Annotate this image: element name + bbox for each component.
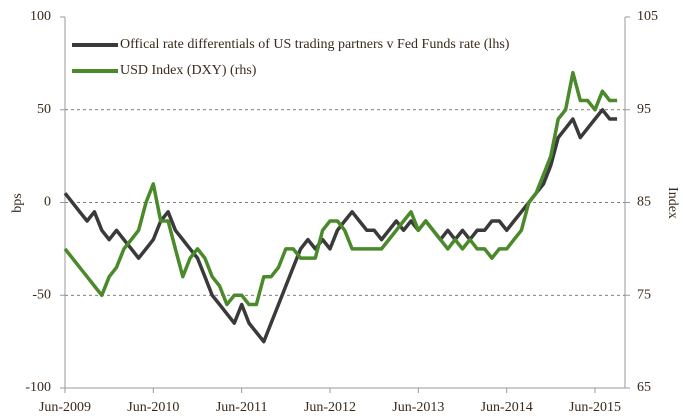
x-tick-label: Jun-2013 xyxy=(392,400,444,415)
x-tick-label: Jun-2014 xyxy=(481,400,533,415)
x-tick-label: Jun-2015 xyxy=(569,400,621,415)
y2-tick-label: 105 xyxy=(637,9,658,24)
legend-label: Offical rate differentials of US trading… xyxy=(120,37,510,52)
y2-axis-label: Index xyxy=(665,187,680,219)
y2-tick-label: 65 xyxy=(637,380,651,395)
x-tick-label: Jun-2012 xyxy=(304,400,356,415)
y2-tick-label: 95 xyxy=(637,102,651,117)
y-axis-label: bps xyxy=(10,193,25,212)
y-tick-label: 50 xyxy=(37,102,51,117)
y2-tick-label: 85 xyxy=(637,195,651,210)
line-series xyxy=(63,70,618,307)
x-tick-label: Jun-2009 xyxy=(39,400,91,415)
y-tick-label: 100 xyxy=(30,9,51,24)
legend-label: USD Index (DXY) (rhs) xyxy=(120,63,257,78)
x-tick-label: Jun-2010 xyxy=(127,400,179,415)
y-tick-label: -100 xyxy=(25,380,51,395)
y-tick-label: -50 xyxy=(32,287,51,302)
x-tick-label: Jun-2011 xyxy=(216,400,268,415)
y-tick-label: 0 xyxy=(44,195,51,210)
y2-tick-label: 75 xyxy=(637,287,651,302)
